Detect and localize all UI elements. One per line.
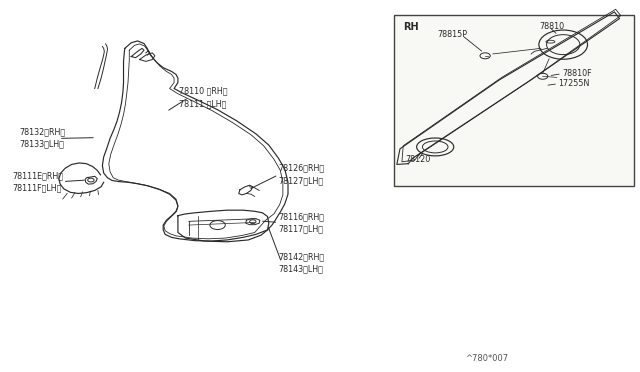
Text: 78143〈LH〉: 78143〈LH〉 bbox=[278, 264, 323, 273]
Text: 78120: 78120 bbox=[405, 155, 430, 164]
Text: 78810F: 78810F bbox=[562, 69, 591, 78]
Text: 78110 〈RH〉: 78110 〈RH〉 bbox=[179, 87, 228, 96]
Text: 78126〈RH〉: 78126〈RH〉 bbox=[278, 164, 324, 173]
Text: 17255N: 17255N bbox=[558, 79, 589, 88]
Text: 78133〈LH〉: 78133〈LH〉 bbox=[19, 140, 64, 149]
Text: 78810: 78810 bbox=[540, 22, 564, 31]
Bar bbox=[394, 15, 634, 186]
Text: 78111 〈LH〉: 78111 〈LH〉 bbox=[179, 99, 227, 108]
Text: 78127〈LH〉: 78127〈LH〉 bbox=[278, 176, 324, 185]
Text: 78111E〈RH〉: 78111E〈RH〉 bbox=[13, 171, 64, 180]
Text: 78815P: 78815P bbox=[437, 31, 467, 39]
Text: 78117〈LH〉: 78117〈LH〉 bbox=[278, 224, 323, 233]
Text: 78142〈RH〉: 78142〈RH〉 bbox=[278, 252, 324, 261]
Text: 78116〈RH〉: 78116〈RH〉 bbox=[278, 212, 324, 221]
Text: 78111F〈LH〉: 78111F〈LH〉 bbox=[13, 184, 62, 193]
Text: 78132〈RH〉: 78132〈RH〉 bbox=[19, 128, 65, 137]
Text: RH: RH bbox=[403, 22, 419, 32]
Text: ^780*007: ^780*007 bbox=[465, 355, 508, 363]
